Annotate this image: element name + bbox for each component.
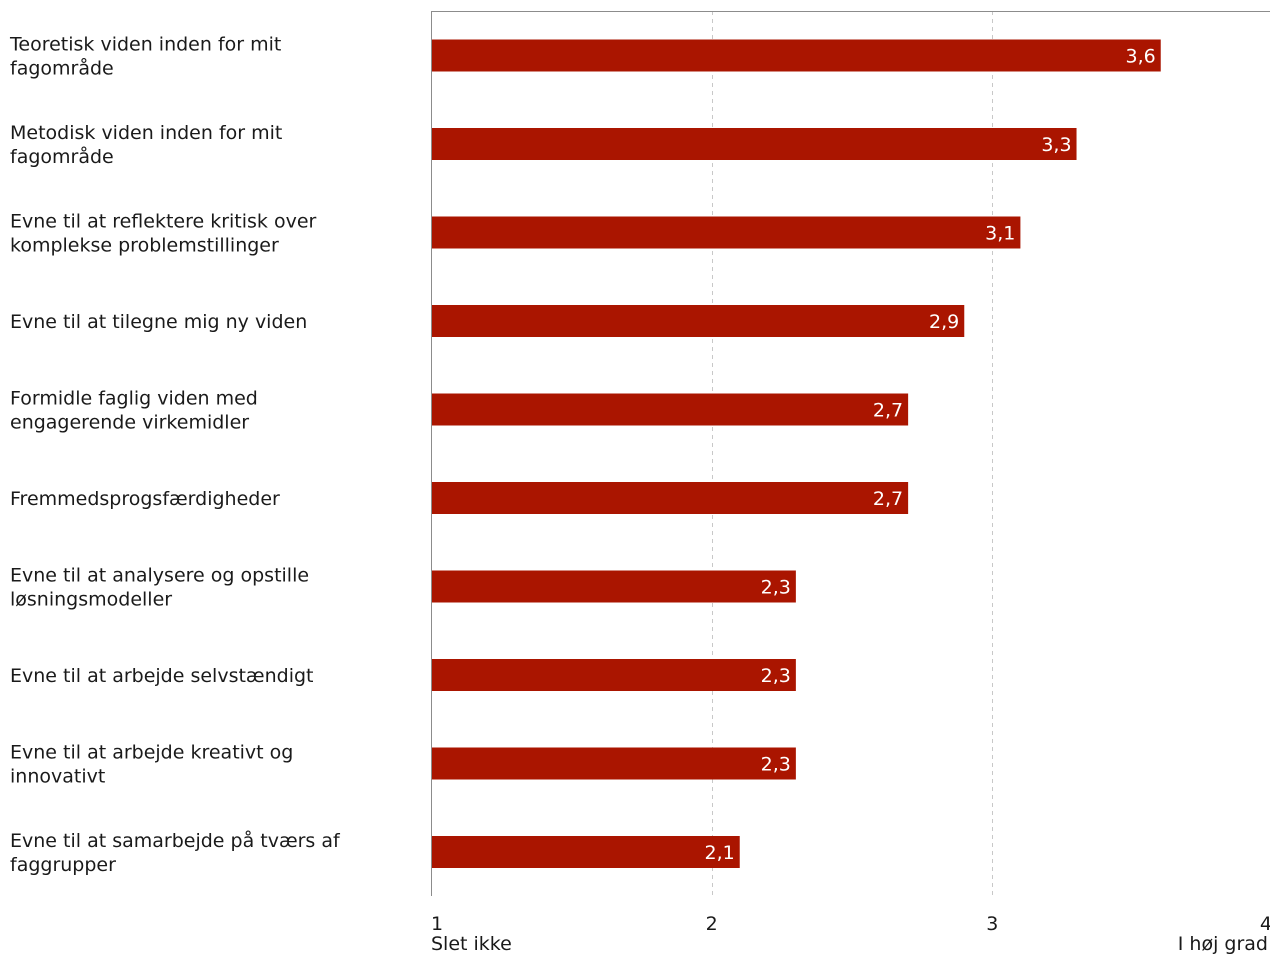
category-label-1: Teoretisk viden inden for mit fagområde [9,34,281,80]
category-label-line: fagområde [10,145,114,168]
x-tick-label-1: 1 [431,913,443,935]
category-label-line: fagområde [10,57,114,80]
value-label-9: 2,3 [761,754,791,776]
bar-6 [431,482,909,514]
category-label-line: løsningsmodeller [10,589,172,611]
category-label-6: Fremmedsprogsfærdigheder [10,488,280,510]
x-axis-max-label: I høj grad [1178,933,1268,955]
axes [431,11,1270,896]
category-label-line: Evne til at samarbejde på tværs af [10,829,341,852]
category-label-line: Evne til at arbejde kreativt og [10,742,293,764]
category-label-2: Metodisk viden inden for mit fagområde [10,122,282,168]
x-tick-label-4: 4 [1260,913,1270,935]
category-label-line: Fremmedsprogsfærdigheder [10,488,280,510]
category-label-8: Evne til at arbejde selvstændigt [10,665,313,687]
bar-9 [431,747,796,780]
x-axis-min-label: Slet ikke [431,933,512,955]
category-label-line: engagerende virkemidler [10,412,249,434]
x-axis-ticks: Slet ikke I høj grad 1 2 3 4 [431,913,1270,955]
bar-1 [431,39,1161,72]
x-tick-label-3: 3 [986,913,998,935]
value-label-5: 2,7 [873,400,903,422]
value-label-1: 3,6 [1126,46,1156,68]
bar-5 [431,393,909,426]
category-label-line: Evne til at tilegne mig ny viden [10,311,307,333]
bar-8 [431,659,796,691]
category-label-line: komplekse problemstillinger [10,235,279,257]
category-label-line: Metodisk viden inden for mit [10,122,282,144]
value-label-7: 2,3 [761,577,791,599]
category-label-line: Formidle faglig viden med [10,388,258,410]
category-label-line: faggrupper [10,854,116,876]
category-label-5: Formidle faglig viden med engagerende vir… [10,388,258,434]
category-label-line: Evne til at reflektere kritisk over [10,211,317,233]
value-label-3: 3,1 [985,223,1015,245]
category-label-line: Evne til at arbejde selvstændigt [10,665,313,687]
bar-4 [431,305,965,337]
value-label-2: 3,3 [1041,134,1071,156]
value-label-4: 2,9 [929,311,959,333]
category-label-10: Evne til at samarbejde på tværs af faggru… [10,829,341,876]
category-label-line: innovativt [10,766,105,788]
value-label-6: 2,7 [873,488,903,510]
bars: 3,6 3,3 3,1 2,9 2,7 2,7 2,3 2,3 2,3 2,1 [431,39,1161,868]
category-label-4: Evne til at tilegne mig ny viden [10,311,307,333]
x-tick-label-2: 2 [706,913,718,935]
category-labels: Teoretisk viden inden for mit fagområdeMe… [9,34,341,877]
value-label-8: 2,3 [761,665,791,687]
bar-7 [431,570,796,603]
bar-2 [431,128,1077,160]
value-label-10: 2,1 [705,842,735,864]
bar-3 [431,216,1021,249]
category-label-3: Evne til at reflektere kritisk over kompl… [10,211,317,257]
category-label-7: Evne til at analysere og opstille løsning… [10,565,309,611]
category-label-line: Evne til at analysere og opstille [10,565,309,587]
bar-10 [431,836,740,868]
category-label-line: Teoretisk viden inden for mit [9,34,281,56]
category-label-9: Evne til at arbejde kreativt og innovativ… [10,742,293,788]
